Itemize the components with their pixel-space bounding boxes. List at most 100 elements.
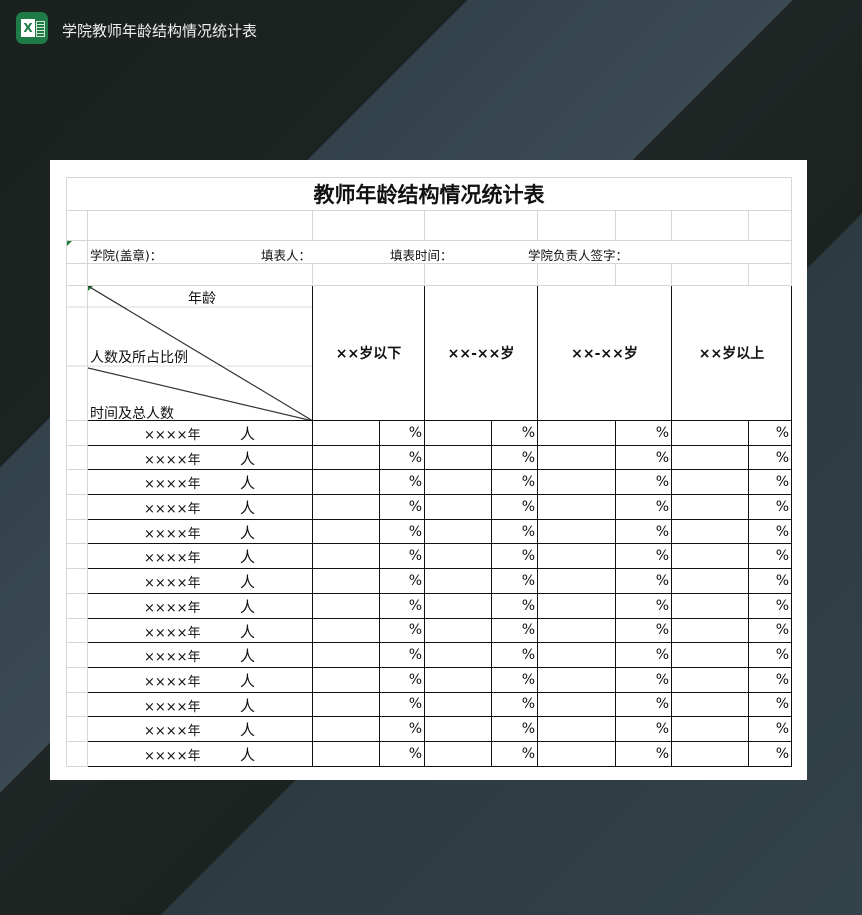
cell[interactable] bbox=[615, 263, 672, 286]
percent-cell[interactable]: % bbox=[379, 642, 425, 668]
cell[interactable] bbox=[66, 469, 88, 496]
cell[interactable] bbox=[66, 568, 88, 594]
count-cell[interactable] bbox=[537, 543, 616, 570]
percent-cell[interactable]: % bbox=[615, 617, 672, 644]
count-cell[interactable] bbox=[671, 617, 749, 644]
count-cell[interactable] bbox=[312, 420, 380, 446]
period-cell[interactable]: ××××年 人 bbox=[87, 666, 313, 693]
count-cell[interactable] bbox=[424, 617, 492, 644]
count-cell[interactable] bbox=[671, 469, 749, 496]
count-cell[interactable] bbox=[312, 666, 380, 693]
count-cell[interactable] bbox=[537, 518, 616, 545]
count-cell[interactable] bbox=[671, 666, 749, 693]
percent-cell[interactable]: % bbox=[748, 518, 792, 545]
count-cell[interactable] bbox=[312, 617, 380, 644]
cell[interactable] bbox=[66, 285, 88, 421]
percent-cell[interactable]: % bbox=[748, 642, 792, 668]
count-cell[interactable] bbox=[312, 543, 380, 570]
percent-cell[interactable]: % bbox=[615, 494, 672, 520]
percent-cell[interactable]: % bbox=[615, 740, 672, 767]
count-cell[interactable] bbox=[312, 642, 380, 668]
count-cell[interactable] bbox=[424, 420, 492, 446]
cell[interactable] bbox=[671, 263, 749, 286]
percent-cell[interactable]: % bbox=[491, 716, 538, 742]
percent-cell[interactable]: % bbox=[379, 666, 425, 693]
percent-cell[interactable]: % bbox=[615, 592, 672, 619]
percent-cell[interactable]: % bbox=[748, 469, 792, 496]
count-cell[interactable] bbox=[424, 543, 492, 570]
percent-cell[interactable]: % bbox=[748, 740, 792, 767]
age-group-header[interactable]: ××-××岁 bbox=[537, 285, 672, 421]
period-cell[interactable]: ××××年 人 bbox=[87, 543, 313, 570]
period-cell[interactable]: ××××年 人 bbox=[87, 716, 313, 742]
count-cell[interactable] bbox=[312, 568, 380, 594]
percent-cell[interactable]: % bbox=[491, 494, 538, 520]
count-cell[interactable] bbox=[671, 740, 749, 767]
cell[interactable] bbox=[66, 494, 88, 520]
percent-cell[interactable]: % bbox=[748, 666, 792, 693]
count-cell[interactable] bbox=[671, 543, 749, 570]
cell[interactable] bbox=[66, 617, 88, 644]
percent-cell[interactable]: % bbox=[491, 420, 538, 446]
count-cell[interactable] bbox=[537, 716, 616, 742]
count-cell[interactable] bbox=[424, 666, 492, 693]
percent-cell[interactable]: % bbox=[748, 543, 792, 570]
percent-cell[interactable]: % bbox=[491, 469, 538, 496]
count-cell[interactable] bbox=[537, 420, 616, 446]
percent-cell[interactable]: % bbox=[491, 543, 538, 570]
percent-cell[interactable]: % bbox=[491, 666, 538, 693]
count-cell[interactable] bbox=[537, 494, 616, 520]
cell[interactable] bbox=[66, 420, 88, 446]
cell[interactable] bbox=[66, 642, 88, 668]
count-cell[interactable] bbox=[312, 691, 380, 718]
count-cell[interactable] bbox=[312, 518, 380, 545]
percent-cell[interactable]: % bbox=[379, 716, 425, 742]
count-cell[interactable] bbox=[424, 444, 492, 471]
cell[interactable] bbox=[537, 263, 616, 286]
percent-cell[interactable]: % bbox=[748, 617, 792, 644]
period-cell[interactable]: ××××年 人 bbox=[87, 617, 313, 644]
count-cell[interactable] bbox=[537, 691, 616, 718]
percent-cell[interactable]: % bbox=[748, 494, 792, 520]
cell[interactable] bbox=[66, 592, 88, 619]
percent-cell[interactable]: % bbox=[615, 691, 672, 718]
count-cell[interactable] bbox=[671, 518, 749, 545]
cell[interactable] bbox=[312, 263, 425, 286]
count-cell[interactable] bbox=[537, 444, 616, 471]
period-cell[interactable]: ××××年 人 bbox=[87, 568, 313, 594]
percent-cell[interactable]: % bbox=[615, 716, 672, 742]
count-cell[interactable] bbox=[671, 568, 749, 594]
cell[interactable] bbox=[748, 263, 792, 286]
count-cell[interactable] bbox=[537, 469, 616, 496]
cell[interactable] bbox=[66, 210, 88, 241]
cell[interactable] bbox=[66, 740, 88, 767]
count-cell[interactable] bbox=[424, 716, 492, 742]
diagonal-header-cell[interactable]: 年龄 人数及所占比例 时间及总人数 bbox=[87, 285, 313, 421]
percent-cell[interactable]: % bbox=[379, 469, 425, 496]
percent-cell[interactable]: % bbox=[491, 568, 538, 594]
percent-cell[interactable]: % bbox=[491, 691, 538, 718]
count-cell[interactable] bbox=[424, 494, 492, 520]
cell[interactable] bbox=[87, 210, 313, 241]
percent-cell[interactable]: % bbox=[379, 543, 425, 570]
count-cell[interactable] bbox=[671, 691, 749, 718]
percent-cell[interactable]: % bbox=[748, 444, 792, 471]
count-cell[interactable] bbox=[537, 568, 616, 594]
percent-cell[interactable]: % bbox=[615, 469, 672, 496]
count-cell[interactable] bbox=[312, 444, 380, 471]
cell[interactable] bbox=[66, 666, 88, 693]
period-cell[interactable]: ××××年 人 bbox=[87, 420, 313, 446]
percent-cell[interactable]: % bbox=[748, 716, 792, 742]
cell[interactable] bbox=[66, 240, 88, 264]
period-cell[interactable]: ××××年 人 bbox=[87, 494, 313, 520]
count-cell[interactable] bbox=[537, 592, 616, 619]
percent-cell[interactable]: % bbox=[379, 691, 425, 718]
count-cell[interactable] bbox=[671, 494, 749, 520]
count-cell[interactable] bbox=[424, 592, 492, 619]
percent-cell[interactable]: % bbox=[615, 642, 672, 668]
percent-cell[interactable]: % bbox=[491, 444, 538, 471]
cell[interactable] bbox=[537, 210, 616, 241]
count-cell[interactable] bbox=[424, 691, 492, 718]
percent-cell[interactable]: % bbox=[379, 740, 425, 767]
count-cell[interactable] bbox=[671, 716, 749, 742]
